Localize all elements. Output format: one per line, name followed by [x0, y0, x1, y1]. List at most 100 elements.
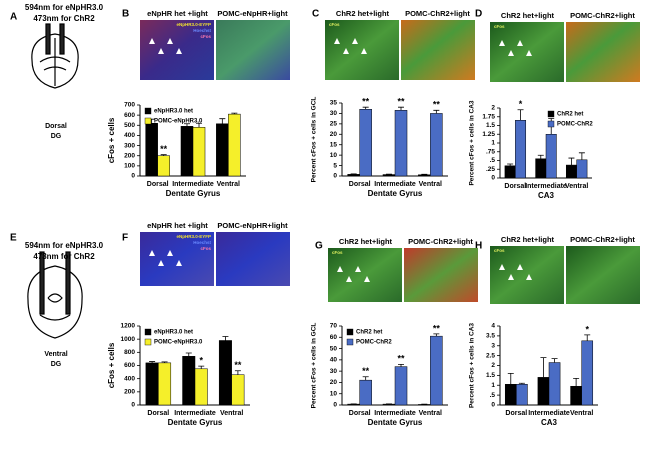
error-bar	[231, 112, 238, 115]
panel-letter: D	[475, 9, 482, 20]
significance: *	[199, 356, 203, 366]
error-bar	[234, 370, 241, 375]
x-tick-label: Dorsal	[505, 410, 527, 417]
y-tick-label: 600	[124, 112, 135, 119]
arrowhead	[499, 264, 505, 270]
micrograph-label: ChR2 het+light	[336, 9, 390, 18]
arrowhead	[149, 38, 155, 44]
y-tick-label: 30	[330, 368, 338, 375]
legend-swatch	[346, 328, 354, 336]
y-tick-label: 0	[333, 402, 337, 409]
y-tick-label: 1.25	[482, 131, 495, 138]
x-tick-label: Intermediate	[174, 410, 216, 417]
significance: *	[585, 324, 589, 334]
x-tick-label: Intermediate	[172, 181, 214, 188]
significance: **	[362, 97, 370, 107]
x-axis-label: Dentate Gyrus	[168, 418, 223, 427]
legend-label: POMC-ChR2	[356, 340, 392, 346]
legend-label: ChR2 het	[557, 112, 583, 118]
error-bar	[183, 123, 190, 127]
bar	[359, 109, 372, 177]
arrowhead	[337, 266, 343, 272]
significance: **	[160, 144, 168, 154]
stain-label: Hoechst	[193, 240, 211, 245]
y-axis-label: Percent cFos + cells in GCL	[311, 97, 318, 183]
y-tick-label: 5	[333, 162, 337, 169]
y-tick-label: 0	[333, 173, 337, 180]
arrowhead	[346, 276, 352, 282]
panel-letter: B	[122, 9, 129, 20]
bar	[180, 126, 194, 177]
bar	[548, 362, 561, 406]
y-tick-label: 0	[131, 173, 135, 180]
micrograph-label: ChR2 het+light	[339, 237, 393, 246]
arrowhead	[149, 250, 155, 256]
arrowhead	[355, 266, 361, 272]
error-bar	[568, 157, 575, 166]
error-bar	[578, 152, 585, 160]
x-tick-label: Ventral	[419, 181, 442, 188]
x-tick-label: Intermediate	[528, 410, 570, 417]
stain-label: Hoechst	[193, 28, 211, 33]
bar	[157, 155, 170, 177]
micrograph-left	[490, 246, 564, 304]
y-tick-label: 1	[491, 382, 495, 389]
error-bar	[517, 109, 524, 121]
x-axis-label: CA3	[541, 418, 558, 427]
bar	[182, 356, 196, 406]
legend-label: POMC-ChR2	[557, 122, 593, 128]
bar	[216, 123, 229, 177]
bar	[218, 340, 232, 406]
error-bar	[398, 106, 405, 111]
y-axis-label: Percent cFos + cells in CA3	[469, 323, 476, 408]
y-tick-label: 100	[124, 163, 135, 170]
y-tick-label: 1.5	[486, 122, 495, 129]
micrograph-label: POMC-eNpHR+light	[217, 9, 288, 18]
diagram-label: DG	[51, 133, 62, 140]
arrowhead	[517, 264, 523, 270]
error-bar	[573, 377, 580, 387]
error-bar	[584, 334, 591, 341]
bar	[537, 377, 550, 406]
bar	[576, 159, 588, 179]
y-tick-label: 3.5	[486, 333, 495, 340]
arrowhead	[526, 274, 532, 280]
stain-label: cFos	[329, 22, 340, 27]
arrowhead	[517, 40, 523, 46]
micrograph-right	[566, 22, 640, 82]
y-tick-label: .5	[490, 157, 496, 164]
x-axis-label: CA3	[538, 191, 555, 200]
micrograph-left	[328, 248, 402, 302]
brain-drawing-dorsal	[31, 23, 79, 89]
panel-letter: E	[10, 233, 17, 244]
y-tick-label: 700	[124, 102, 135, 109]
brain-drawing-ventral	[27, 251, 83, 339]
legend-label: eNpHR3.0 het	[154, 330, 193, 336]
y-tick-label: 2	[491, 362, 495, 369]
error-bar	[537, 154, 544, 159]
y-tick-label: .5	[490, 392, 496, 399]
significance: **	[234, 360, 242, 370]
error-bar	[398, 363, 405, 367]
error-bar	[161, 361, 168, 363]
y-tick-label: 800	[124, 349, 135, 356]
bar	[192, 127, 206, 177]
error-bar	[362, 106, 369, 110]
y-tick-label: 10	[330, 390, 338, 397]
error-bar	[518, 382, 525, 385]
legend-swatch	[144, 338, 152, 346]
y-tick-label: 30	[330, 110, 338, 117]
bar	[535, 158, 547, 179]
bar	[158, 362, 172, 406]
arrowhead	[508, 274, 514, 280]
bar	[145, 362, 159, 406]
panel-letter: G	[315, 241, 323, 252]
micrograph-left	[325, 20, 399, 80]
y-tick-label: 0	[491, 402, 495, 409]
y-tick-label: 15	[330, 141, 338, 148]
bar	[545, 134, 557, 179]
bar	[347, 174, 360, 177]
bar	[565, 164, 577, 179]
diagram-title: 473nm for ChR2	[33, 14, 95, 23]
x-tick-label: Intermediate	[374, 410, 416, 417]
